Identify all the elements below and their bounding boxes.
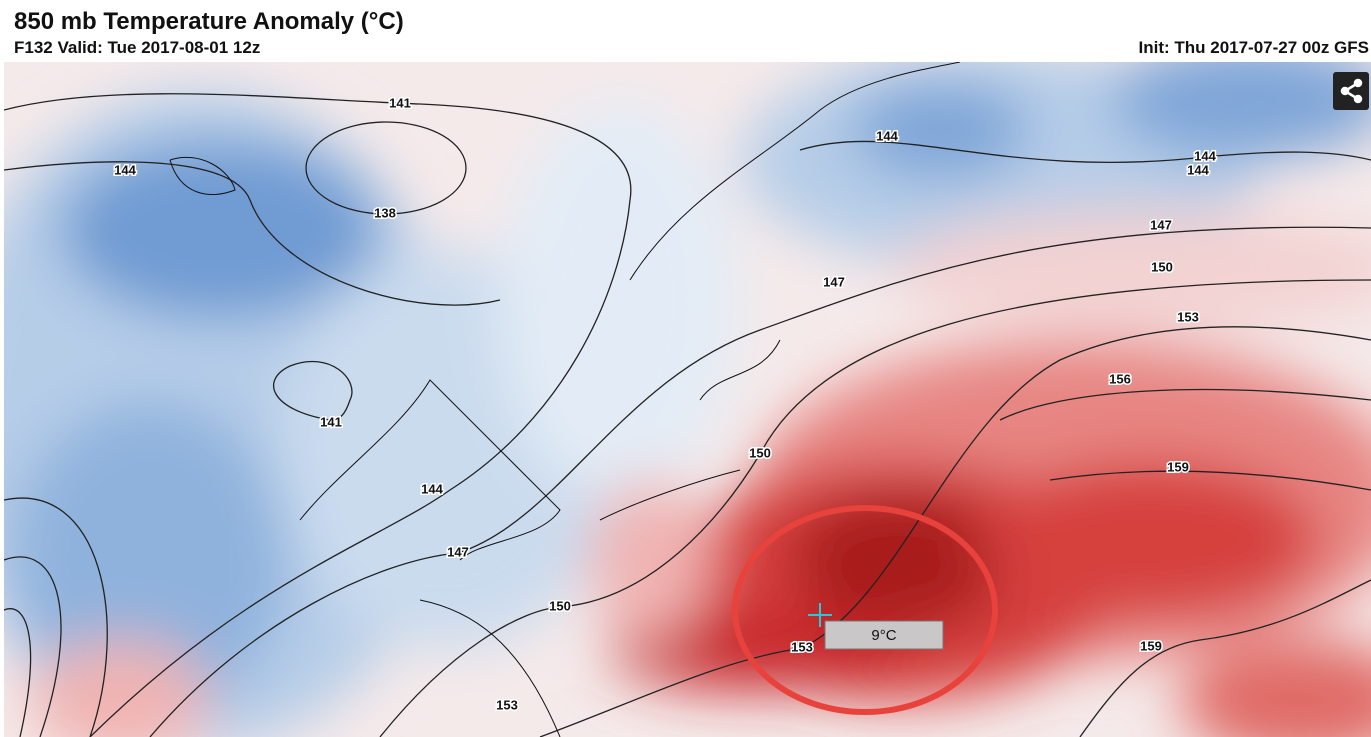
init-time: Init: Thu 2017-07-27 00z GFS — [1138, 38, 1369, 57]
contour-label: 150 — [549, 598, 571, 613]
contour-label: 147 — [447, 544, 469, 559]
contour-line — [273, 360, 353, 421]
contour-label: 159 — [1167, 459, 1189, 474]
title: 850 mb Temperature Anomaly (°C) — [14, 8, 404, 35]
contour-line — [1079, 579, 1371, 737]
contour-line — [4, 497, 108, 737]
contour-label: 141 — [320, 414, 342, 429]
highlight-circle — [732, 505, 998, 715]
contour-line — [379, 279, 1371, 737]
contour-label: 144 — [114, 162, 136, 177]
contour-label: 144 — [1187, 162, 1209, 177]
contour-label: 153 — [496, 697, 518, 712]
contour-label: 147 — [1150, 217, 1172, 232]
contour-line — [799, 140, 1371, 163]
tooltip-box — [824, 620, 944, 650]
contour-line — [1049, 470, 1371, 491]
valid-time: F132 Valid: Tue 2017-08-01 12z — [14, 38, 261, 57]
crosshair — [808, 603, 832, 627]
contour-label: 144 — [421, 481, 443, 496]
contour-line — [4, 161, 501, 306]
anomaly-field: 9°C 141 144 138 141 144 147 150 153 153 150 147 144… — [4, 62, 1371, 737]
contour-label: 153 — [791, 639, 813, 654]
share-button[interactable] — [1333, 72, 1369, 110]
map: 9°C 141 144 138 141 144 147 150 153 153 150 147 144… — [4, 62, 1371, 737]
contour-label: 138 — [374, 205, 396, 220]
coastline — [169, 62, 961, 737]
contour-line — [305, 121, 467, 215]
contour-label: 144 — [876, 128, 898, 143]
share-icon — [1340, 78, 1363, 104]
contour-labels: 1411441381411441471501531531501471441441… — [113, 94, 1218, 714]
contour-line — [4, 93, 632, 737]
contour-label: 150 — [1151, 259, 1173, 274]
contour-label: 141 — [389, 95, 411, 110]
tooltip-text: 9°C — [871, 627, 896, 644]
contour-line — [539, 326, 1371, 737]
contour-label: 159 — [1140, 638, 1162, 653]
contour-line — [149, 226, 1371, 737]
contour-label: 156 — [1109, 371, 1131, 386]
contour-line — [999, 388, 1371, 421]
contour-label: 150 — [749, 445, 771, 460]
contour-label: 153 — [1177, 309, 1199, 324]
contour-label: 144 — [1194, 148, 1216, 163]
contour-label: 147 — [823, 274, 845, 289]
